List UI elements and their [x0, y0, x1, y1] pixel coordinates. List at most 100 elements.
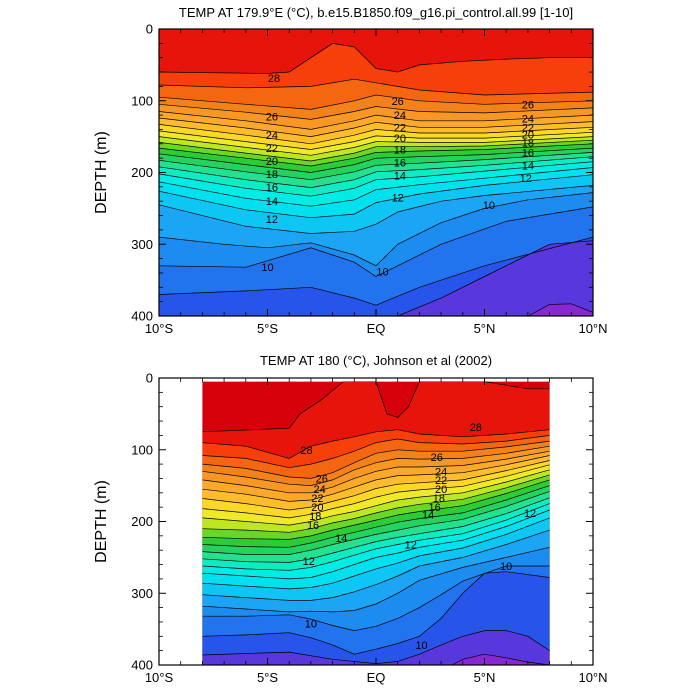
contour-label-22: 22	[522, 122, 534, 134]
contour-label-22: 22	[435, 475, 447, 487]
contour-label-18: 18	[266, 169, 278, 181]
y-axis-label: DEPTH (m)	[93, 131, 110, 214]
contour-label-12: 12	[405, 539, 417, 551]
isotherm-7	[202, 630, 550, 664]
isotherm-14	[202, 503, 550, 571]
isotherm-19	[202, 474, 550, 533]
band-below-7	[354, 240, 593, 316]
contour-label-14: 14	[422, 509, 434, 521]
isotherm-6	[451, 653, 550, 665]
isotherm-21	[202, 464, 550, 519]
y-tick-label: 200	[131, 514, 153, 529]
isotherm-17	[202, 485, 550, 548]
contour-lines	[159, 43, 593, 316]
contour-label-26: 26	[431, 452, 443, 464]
contour-label-24: 24	[522, 114, 534, 126]
contour-label-20: 20	[266, 156, 278, 168]
isotherm-8	[202, 571, 550, 655]
isotherm-26	[159, 94, 593, 110]
contour-label-16: 16	[428, 502, 440, 514]
contour-label-20: 20	[394, 133, 406, 145]
x-tick-label: EQ	[367, 670, 386, 685]
isotherm-18	[159, 143, 593, 167]
contour-label-12: 12	[266, 214, 278, 226]
y-tick-label: 400	[131, 309, 153, 324]
isotherm-20	[159, 136, 593, 156]
contour-label-28: 28	[300, 445, 312, 457]
isotherm-19	[159, 139, 593, 162]
isotherm-22	[202, 460, 550, 511]
contour-label-22: 22	[394, 122, 406, 134]
isotherm-23	[159, 117, 593, 137]
y-tick-label: 0	[146, 371, 153, 386]
y-axis-label: DEPTH (m)	[93, 480, 110, 563]
x-tick-label: EQ	[367, 321, 386, 336]
contour-label-16: 16	[522, 147, 534, 159]
y-tick-label: 200	[131, 165, 153, 180]
contour-label-18: 18	[522, 137, 534, 149]
isotherm-21	[159, 130, 593, 150]
chart-title: TEMP AT 179.9°E (°C), b.e15.B1850.f09_g1…	[179, 5, 573, 20]
contour-label-10: 10	[305, 618, 317, 630]
contour-labels: 2828262624242222202018181616141412121210…	[300, 422, 536, 652]
contour-label-22: 22	[266, 143, 278, 155]
contour-label-28: 28	[268, 73, 280, 85]
contour-label-20: 20	[522, 129, 534, 141]
contour-label-26: 26	[392, 96, 404, 108]
contour-label-16: 16	[394, 157, 406, 169]
chart-title: TEMP AT 180 (°C), Johnson et al (2002)	[260, 353, 492, 368]
contour-label-12: 12	[303, 556, 315, 568]
contour-label-12: 12	[392, 193, 404, 205]
isotherm-11	[159, 185, 593, 234]
isotherm-10	[159, 192, 593, 267]
contour-label-14: 14	[266, 196, 278, 208]
band-below-6	[527, 303, 593, 316]
y-tick-label: 400	[131, 658, 153, 673]
isotherm-27	[159, 78, 593, 96]
isotherm-18	[202, 479, 550, 540]
x-tick-label: 10°S	[145, 321, 174, 336]
contour-label-18: 18	[394, 145, 406, 157]
contour-fill	[202, 381, 550, 665]
isotherm-26	[202, 440, 550, 479]
isotherm-28	[202, 429, 550, 459]
isotherm-27	[202, 435, 550, 469]
isotherm-7	[354, 240, 593, 316]
contour-label-12: 12	[520, 173, 532, 185]
y-tick-label: 100	[131, 93, 153, 108]
contour-label-10: 10	[483, 200, 495, 212]
contour-label-14: 14	[394, 170, 406, 182]
contour-label-14: 14	[335, 533, 347, 545]
x-tick-label: 5°N	[474, 670, 496, 685]
y-tick-label: 0	[146, 22, 153, 37]
contour-label-24: 24	[266, 130, 278, 142]
isotherm-9	[202, 565, 550, 631]
contour-label-14: 14	[522, 160, 534, 172]
y-tick-label: 300	[131, 586, 153, 601]
contour-label-24: 24	[313, 484, 325, 496]
isotherm-10	[202, 546, 550, 613]
contour-label-10: 10	[500, 561, 512, 573]
isotherm-14	[159, 161, 593, 197]
x-tick-label: 5°S	[257, 321, 278, 336]
band-below-7	[202, 630, 550, 665]
isotherm-11	[202, 529, 550, 601]
isotherm-17	[159, 147, 593, 173]
x-tick-label: 10°N	[578, 321, 607, 336]
band-below-6	[452, 654, 550, 665]
isotherm-6	[527, 303, 593, 316]
isotherm-13	[159, 167, 593, 207]
isotherm-24	[159, 111, 593, 130]
contour-label-26: 26	[522, 99, 534, 111]
contour-label-18: 18	[309, 511, 321, 523]
chart-panel-2: 2828262624242222202018181616141412121210…	[93, 353, 608, 685]
contour-label-12: 12	[524, 508, 536, 520]
x-tick-label: 5°S	[257, 670, 278, 685]
contour-label-24: 24	[435, 466, 447, 478]
x-tick-label: 10°N	[578, 670, 607, 685]
y-tick-label: 300	[131, 237, 153, 252]
